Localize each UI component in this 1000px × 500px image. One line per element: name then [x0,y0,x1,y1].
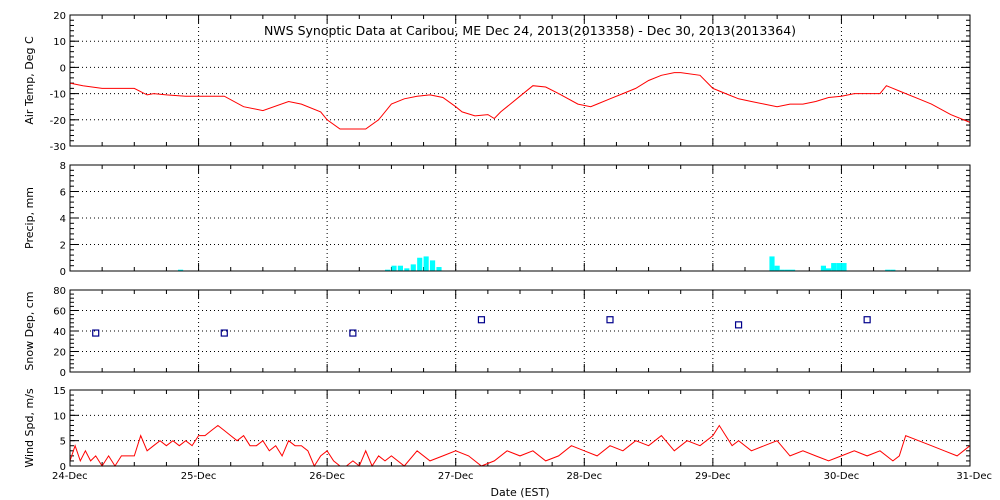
y-tick-label: 20 [53,348,66,359]
precip-bar [841,263,847,271]
series-line-air_temp [69,72,971,130]
x-tick-label: 27-Dec [438,471,474,482]
snow-depth-marker [349,329,357,337]
y-axis-label: Snow Dep, cm [23,291,36,370]
panel-precip: 0 2 4 6 8 Precip, mm [23,161,971,278]
panel-wind_speed: 0 5 10 15 Wind Spd, m/s [23,386,971,473]
precip-bar [784,269,790,271]
x-tick-label: 30-Dec [824,471,860,482]
y-tick-label: 2 [60,241,66,252]
precip-bar [423,256,429,271]
precip-bar [385,269,391,271]
y-tick-label: 4 [60,214,66,225]
y-tick-label: -10 [50,90,66,101]
y-tick-label: 8 [60,161,66,172]
series-line-wind_speed [69,424,971,468]
y-axis-label: Wind Spd, m/s [23,388,36,468]
x-tick-label: 31-Dec [956,471,992,482]
x-tick-label: 24-Dec [52,471,88,482]
precip-bar [410,264,416,271]
precip-bar [836,263,842,271]
precip-bar [417,257,423,271]
x-tick-label: 26-Dec [309,471,345,482]
snow-depth-marker [863,316,871,324]
y-tick-label: -30 [50,142,66,153]
y-axis-label: Precip, mm [23,187,36,249]
precip-bar [430,260,436,271]
y-tick-label: 10 [53,411,66,422]
precip-bar [178,269,184,271]
panel-frame [69,289,971,373]
precip-bar [774,265,780,271]
y-tick-label: 5 [60,437,66,448]
precip-bar [779,269,785,271]
precip-bar [404,268,410,271]
y-tick-label: 20 [53,11,66,22]
y-tick-label: 0 [60,368,66,379]
y-tick-label: 80 [53,286,66,297]
panel-frame [69,14,971,147]
panel-snow_depth: 0 20 40 60 80 Snow Dep, cm [23,286,971,379]
precip-bar [397,265,403,271]
snow-depth-marker [477,316,486,324]
y-tick-label: 0 [60,267,66,278]
x-tick-label: 29-Dec [695,471,731,482]
panel-frame [69,164,971,272]
precip-bar [885,269,891,271]
y-tick-label: 6 [60,188,66,199]
panel-air_temp: -30 -20 -10 0 10 20 Air Temp, Deg C [23,11,971,153]
y-tick-label: 0 [60,63,66,74]
y-tick-label: -20 [50,116,66,127]
snow-depth-marker [220,329,228,337]
precip-bar [790,269,796,271]
y-tick-label: 60 [53,307,66,318]
precip-bar [820,265,826,271]
precip-bar [826,268,832,271]
x-tick-label: 25-Dec [181,471,217,482]
snow-depth-marker [606,316,614,324]
panel-frame [69,389,971,467]
snow-depth-marker [92,329,100,337]
snow-depth-marker [734,321,743,329]
x-tick-label: 28-Dec [566,471,602,482]
panels: -30 -20 -10 0 10 20 Air Temp, Deg C 0 2 4 6 8 Precip… [23,11,992,482]
y-tick-label: 15 [53,386,66,397]
precip-bar [890,269,896,271]
y-tick-label: 40 [53,327,66,338]
y-tick-label: 10 [53,37,66,48]
precip-bar [831,263,837,271]
x-axis-label: Date (EST) [490,486,549,499]
y-axis-label: Air Temp, Deg C [23,36,36,125]
precip-bar [436,267,442,271]
precip-bar [769,256,775,271]
precip-bar [391,265,397,271]
chart-title: NWS Synoptic Data at Caribou, ME Dec 24,… [264,23,796,38]
y-tick-label: 0 [60,462,66,473]
